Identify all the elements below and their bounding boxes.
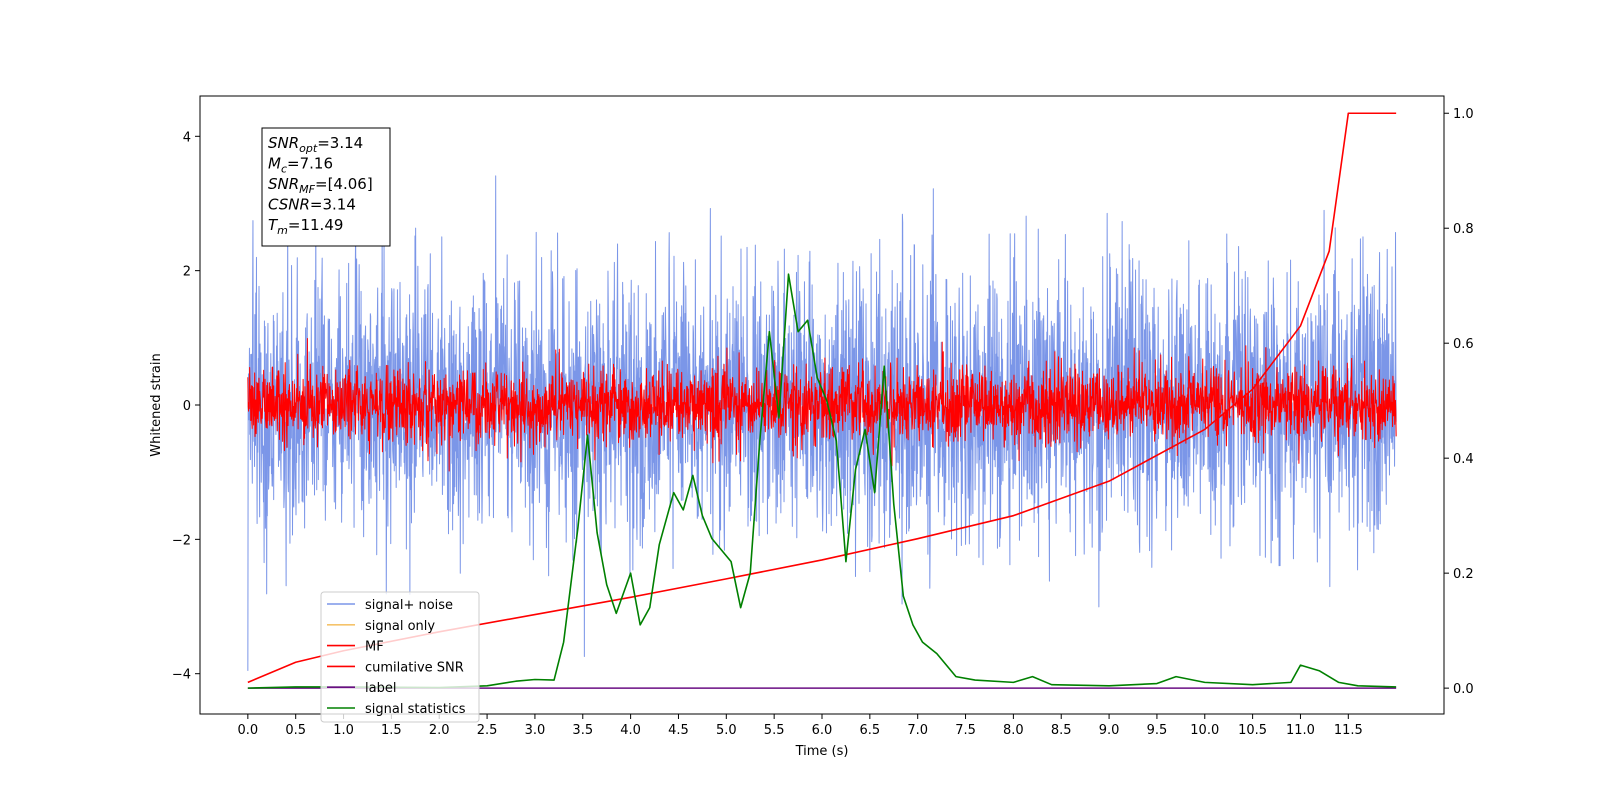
x-tick-label: 4.0 [620, 723, 641, 738]
legend-label: signal only [365, 619, 435, 634]
x-tick-label: 7.5 [955, 723, 976, 738]
x-tick-label: 2.0 [429, 723, 450, 738]
series-line-mf [247, 338, 1397, 472]
y2-tick-label: 0.2 [1453, 567, 1474, 582]
y-tick-label: −4 [172, 668, 191, 683]
x-tick-label: 7.0 [907, 723, 928, 738]
y-tick-label: 4 [183, 130, 191, 145]
y2-tick-label: 0.4 [1453, 452, 1474, 467]
x-tick-label: 11.0 [1286, 723, 1315, 738]
x-tick-label: 8.0 [1003, 723, 1024, 738]
x-tick-label: 8.5 [1051, 723, 1072, 738]
y2-tick-label: 0.6 [1453, 337, 1474, 352]
x-tick-label: 2.5 [477, 723, 498, 738]
x-tick-label: 3.0 [525, 723, 546, 738]
x-tick-label: 4.5 [668, 723, 689, 738]
x-tick-label: 6.5 [860, 723, 881, 738]
x-tick-label: 6.0 [812, 723, 833, 738]
annotation-line: Tm=11.49 [268, 216, 343, 237]
annotation-frame [261, 127, 391, 247]
annotation-line: CSNR=3.14 [268, 196, 356, 214]
y2-tick-label: 0.8 [1453, 222, 1474, 237]
x-tick-label: 0.0 [238, 723, 259, 738]
annotation-line: Mc=7.16 [268, 155, 333, 176]
x-tick-label: 9.5 [1147, 723, 1168, 738]
y-axis-label: Whitened strain [149, 353, 164, 456]
legend-label: label [365, 681, 396, 696]
x-axis: 0.0 0.5 1.0 1.5 2.0 2.5 3.0 3.5 4.0 4.5 5.0 5.5 6.0 6… [238, 714, 1363, 738]
x-tick-label: 1.0 [333, 723, 354, 738]
x-tick-label: 11.5 [1334, 723, 1363, 738]
legend-label: signal statistics [365, 702, 466, 717]
y-axis-left: −4 −2 0 2 4 [172, 130, 200, 683]
y-axis-right: 0.0 0.2 0.4 0.6 0.8 1.0 [1444, 107, 1474, 697]
legend: signal+ noise signal only MF cumilative SNR… [320, 591, 480, 723]
x-tick-label: 5.5 [764, 723, 785, 738]
x-tick-label: 5.0 [716, 723, 737, 738]
x-tick-label: 10.0 [1190, 723, 1219, 738]
legend-label: cumilative SNR [365, 660, 464, 675]
annotation-line: SNRMF=[4.06] [268, 175, 373, 196]
y-tick-label: −2 [172, 533, 191, 548]
x-tick-label: 0.5 [285, 723, 306, 738]
legend-label: MF [365, 640, 384, 655]
legend-frame [320, 591, 480, 723]
y2-tick-label: 1.0 [1453, 107, 1474, 122]
x-tick-label: 10.5 [1238, 723, 1267, 738]
x-axis-label: Time (s) [795, 744, 849, 759]
y2-tick-label: 0.0 [1453, 682, 1474, 697]
x-tick-label: 1.5 [381, 723, 402, 738]
series-line-signal-statistics [247, 273, 1397, 689]
x-tick-label: 3.5 [572, 723, 593, 738]
legend-label: signal+ noise [365, 598, 453, 613]
annotation-line: SNRopt=3.14 [268, 134, 363, 155]
y-tick-label: 2 [183, 265, 191, 280]
y-tick-label: 0 [183, 399, 191, 414]
x-tick-label: 9.0 [1099, 723, 1120, 738]
